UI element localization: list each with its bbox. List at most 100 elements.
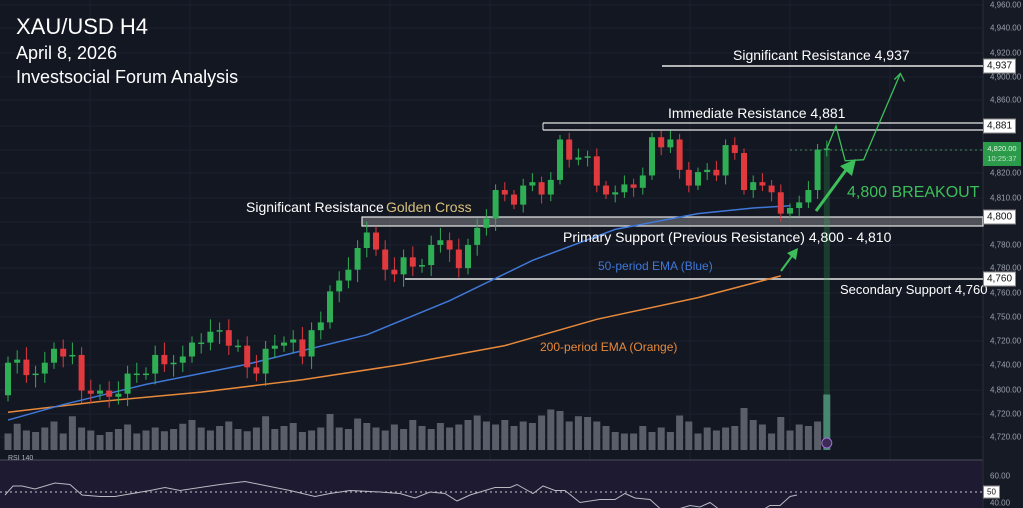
volume-bar bbox=[602, 426, 610, 450]
candle bbox=[685, 169, 692, 186]
volume-bar bbox=[68, 416, 76, 450]
candle bbox=[722, 145, 729, 176]
price-axis-label: 4,780.00 bbox=[990, 263, 1022, 273]
level-lines bbox=[361, 65, 984, 280]
volume-bar bbox=[639, 426, 647, 450]
candle bbox=[566, 139, 573, 160]
volume-bar bbox=[510, 426, 518, 450]
candle bbox=[363, 232, 370, 248]
breakout-label: 4,800 BREAKOUT bbox=[847, 184, 980, 201]
candle bbox=[143, 373, 149, 376]
candle bbox=[225, 330, 232, 346]
price-axis-label: 4,740.00 bbox=[990, 360, 1022, 370]
candle bbox=[400, 257, 407, 275]
significant-resistance-left-label: Significant Resistance bbox=[246, 199, 384, 215]
candle bbox=[327, 291, 333, 323]
price-axis-label: 4,720.00 bbox=[990, 432, 1022, 442]
volume-bar bbox=[786, 430, 794, 450]
volume-bar bbox=[400, 429, 408, 450]
volume-bar bbox=[446, 427, 454, 450]
ema50-label: 50-period EMA (Blue) bbox=[598, 259, 713, 273]
ema200-line bbox=[7, 275, 781, 414]
candle bbox=[741, 152, 747, 191]
candle bbox=[603, 185, 609, 195]
candle bbox=[805, 190, 812, 203]
grid bbox=[0, 0, 983, 508]
level-tag-4881: 4,881 bbox=[983, 118, 1017, 134]
price-axis-label: 4,860.00 bbox=[990, 95, 1022, 105]
volume-bar bbox=[657, 427, 665, 450]
candle bbox=[271, 345, 278, 349]
primary-support-label: Primary Support (Previous Resistance) 4,… bbox=[563, 229, 892, 245]
rsi-midline-tag: 50 bbox=[983, 485, 1000, 499]
price-axis-label: 4,940.00 bbox=[990, 23, 1022, 33]
level-tag-4800: 4,800 bbox=[983, 209, 1017, 225]
volume-bar bbox=[620, 433, 628, 450]
candle bbox=[382, 249, 389, 270]
volume-bar bbox=[703, 427, 711, 450]
rsi-label: RSI 140 bbox=[8, 455, 34, 462]
volume-bar bbox=[105, 432, 113, 450]
volume-bar bbox=[547, 409, 555, 450]
candle bbox=[529, 182, 536, 186]
candle bbox=[32, 373, 39, 376]
candle bbox=[5, 362, 11, 396]
candle bbox=[235, 345, 241, 348]
candle bbox=[189, 342, 195, 357]
volume-bar bbox=[648, 432, 656, 450]
candle bbox=[428, 244, 435, 266]
support-arrow-shaft bbox=[780, 255, 793, 272]
candle bbox=[253, 367, 260, 374]
rsi-line bbox=[4, 480, 798, 508]
volume-bar bbox=[114, 429, 122, 450]
volume-bar bbox=[289, 423, 297, 450]
candle bbox=[409, 257, 416, 267]
price-axis[interactable] bbox=[983, 0, 1023, 508]
volume-bar bbox=[280, 426, 288, 450]
candle bbox=[106, 390, 113, 397]
candle bbox=[557, 139, 563, 180]
candle bbox=[262, 348, 269, 374]
volume-bar bbox=[4, 433, 12, 450]
candle bbox=[152, 354, 159, 374]
volume-bar bbox=[243, 431, 251, 450]
candle bbox=[133, 373, 140, 376]
candle bbox=[483, 218, 490, 228]
volume-bar bbox=[32, 432, 40, 450]
price-axis-label: 4,720.00 bbox=[990, 409, 1022, 419]
volume-bar bbox=[777, 417, 785, 450]
rsi-indicator bbox=[0, 480, 983, 508]
candle bbox=[41, 362, 48, 374]
volume-bar bbox=[482, 421, 490, 450]
volume-bar bbox=[262, 416, 270, 450]
candle bbox=[731, 145, 738, 153]
volume-bar bbox=[740, 408, 748, 450]
candle bbox=[345, 269, 352, 281]
volume-bar bbox=[354, 418, 362, 450]
candle bbox=[87, 390, 94, 394]
candle bbox=[538, 182, 545, 195]
volume-bar bbox=[823, 394, 831, 450]
price-axis-label: 4,900.00 bbox=[990, 72, 1022, 82]
volume-bar bbox=[50, 421, 58, 450]
volume-bar bbox=[13, 423, 21, 450]
rsi-axis-label: 60.00 bbox=[990, 471, 1011, 481]
volume-bar bbox=[59, 433, 67, 450]
volume-bar bbox=[685, 421, 693, 450]
volume-bar bbox=[197, 427, 205, 450]
candle bbox=[336, 280, 343, 292]
volume-bar bbox=[216, 426, 224, 450]
chart-date: April 8, 2026 bbox=[16, 43, 118, 63]
volume-bar bbox=[335, 427, 343, 450]
candle bbox=[317, 322, 324, 331]
volume-bar bbox=[611, 432, 619, 450]
candle bbox=[621, 184, 628, 193]
volume-bar bbox=[317, 427, 325, 450]
price-axis-label: 4,920.00 bbox=[990, 48, 1022, 58]
candle bbox=[823, 148, 830, 150]
volume-bar bbox=[151, 427, 159, 450]
volume-bar bbox=[722, 427, 730, 450]
candle bbox=[455, 249, 462, 269]
volume-bar bbox=[271, 429, 279, 450]
